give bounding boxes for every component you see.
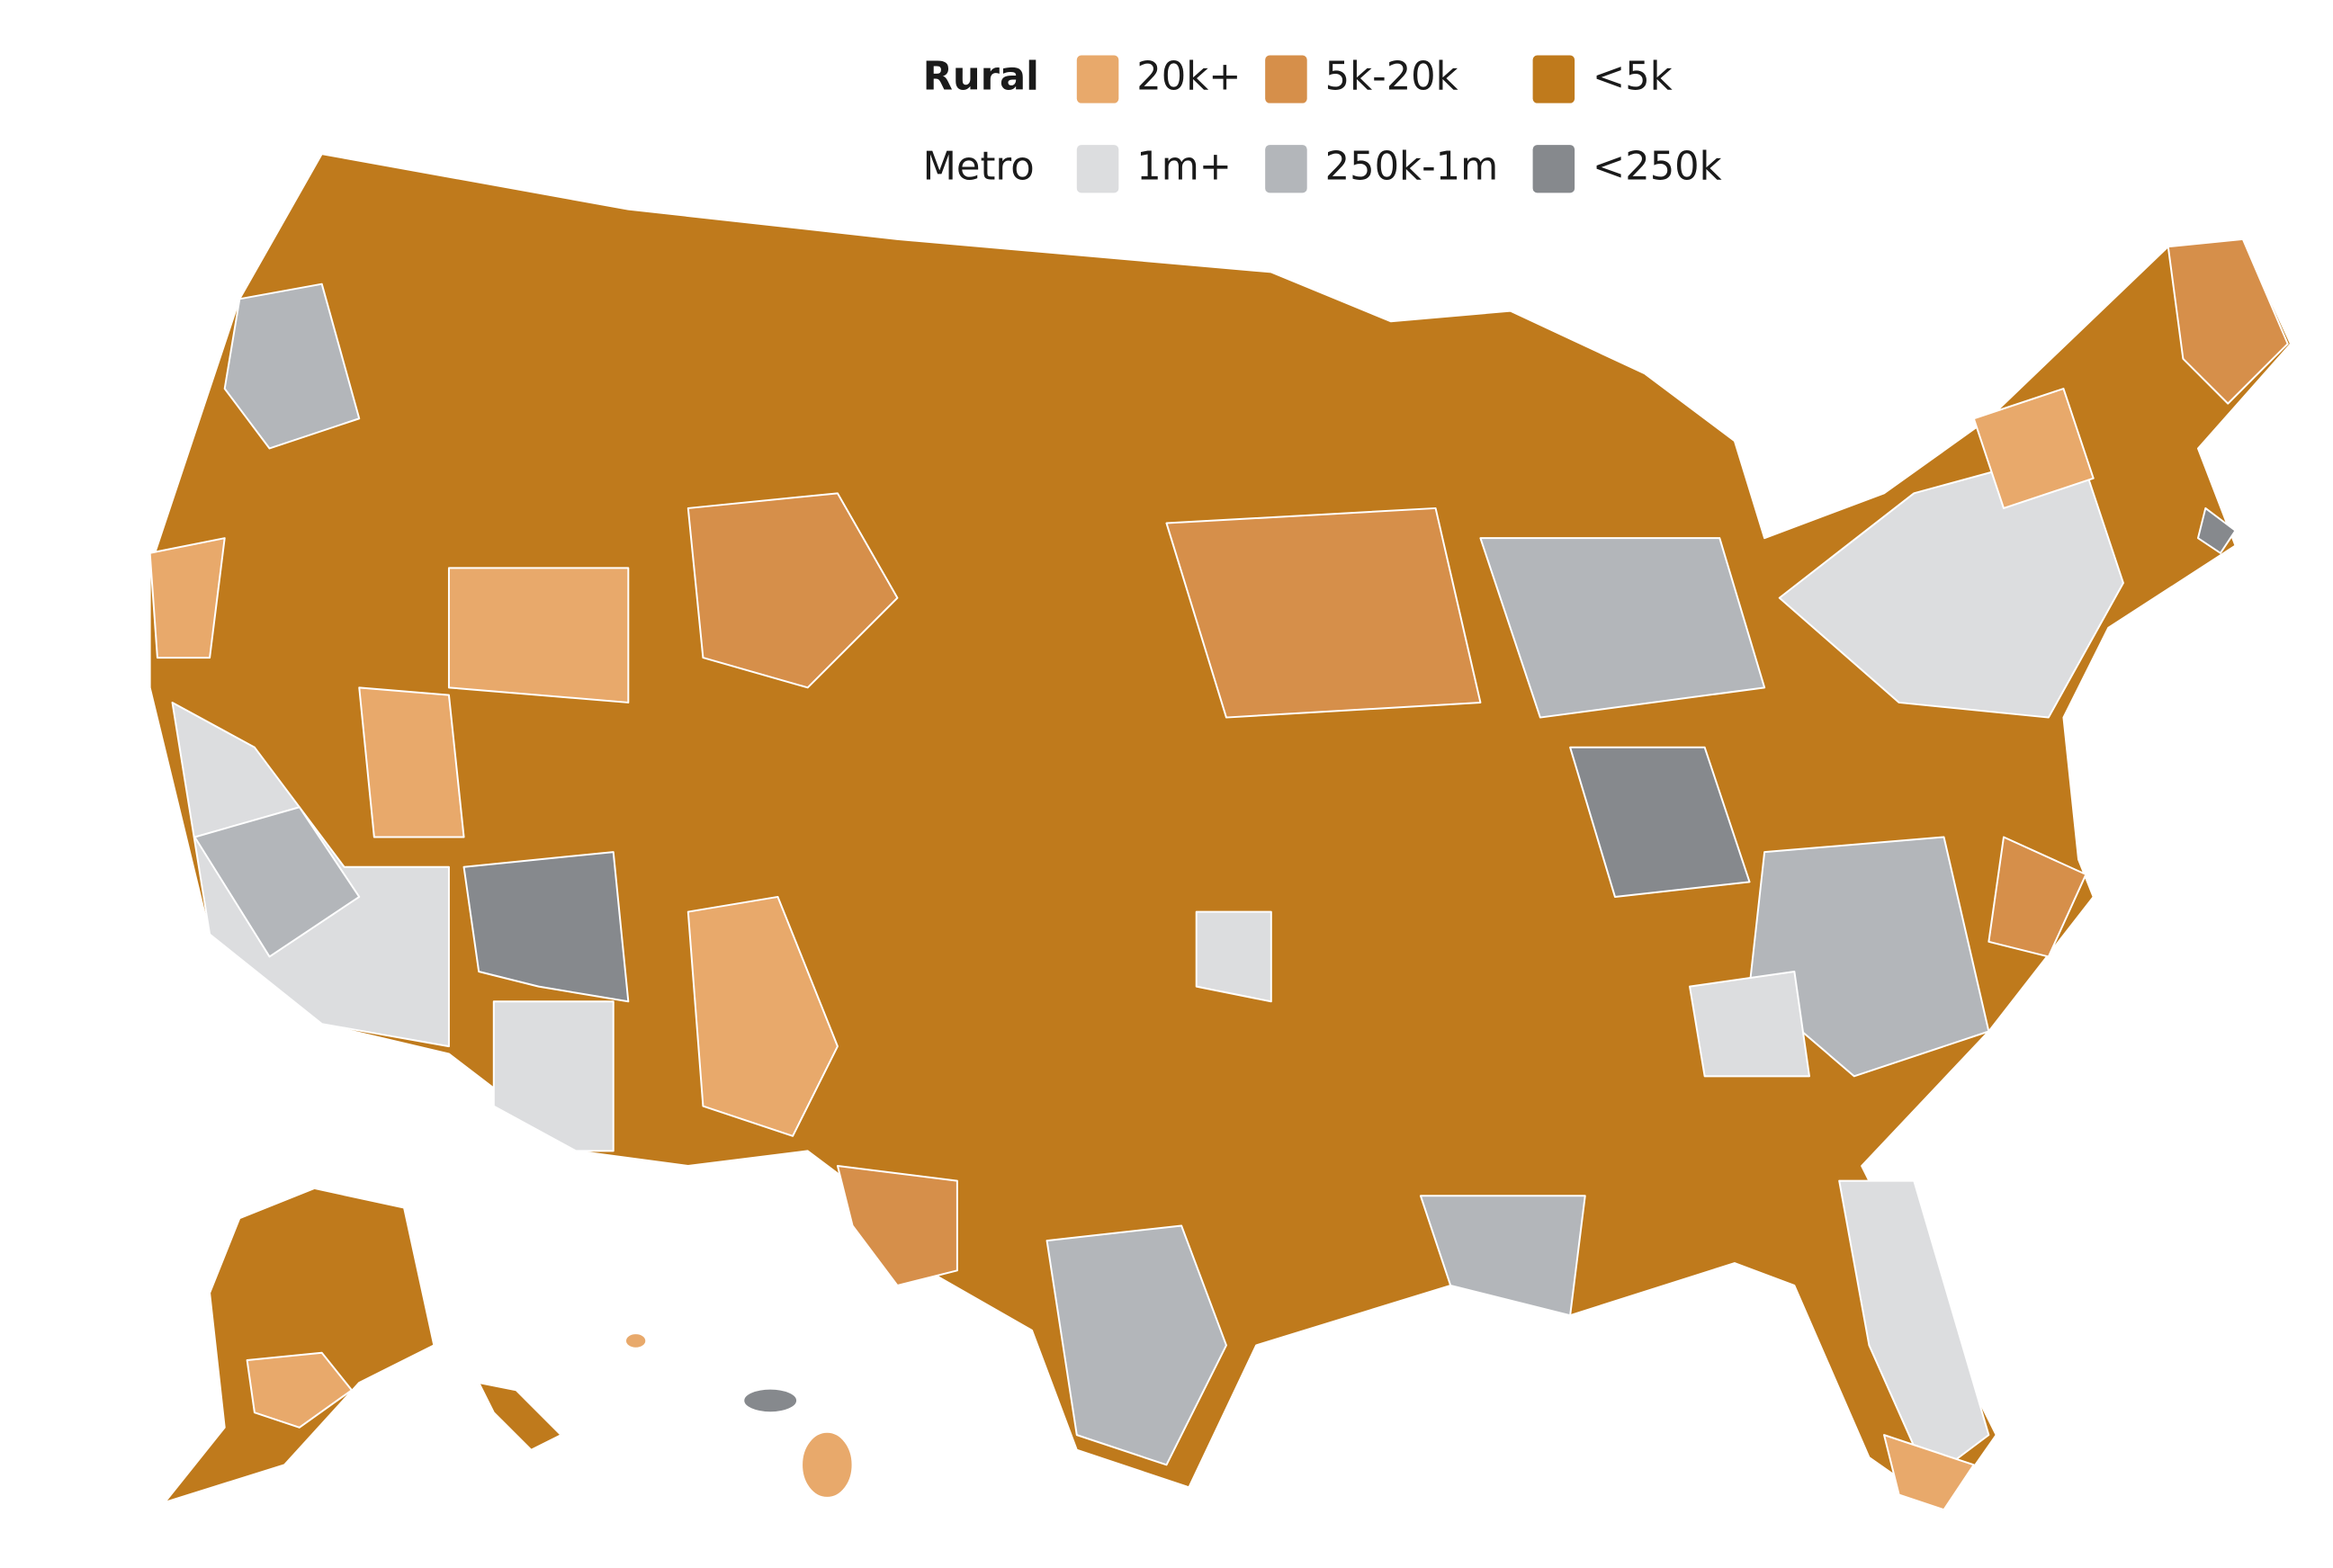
hawaii xyxy=(801,1430,854,1499)
region-patch xyxy=(1778,447,2124,719)
region-patch xyxy=(1569,746,1751,898)
legend-swatch xyxy=(1532,145,1575,193)
region-patch xyxy=(686,895,839,1137)
legend-group-label: Rural xyxy=(923,55,1039,100)
legend-label: <250k xyxy=(1593,144,1722,189)
region-patch xyxy=(246,1351,353,1429)
hawaii xyxy=(624,1332,648,1349)
hawaii xyxy=(742,1387,799,1414)
region-patch xyxy=(686,492,899,689)
legend-label: 250k-1m xyxy=(1325,144,1499,189)
legend-swatch xyxy=(1076,55,1119,103)
region-patch xyxy=(148,537,226,659)
alaska xyxy=(164,1187,435,1503)
legend-label: 20k+ xyxy=(1136,55,1241,100)
legend-swatch xyxy=(1265,145,1307,193)
region-patch xyxy=(836,1165,958,1286)
region-patch xyxy=(223,282,361,450)
region-patch xyxy=(492,1000,615,1152)
region-patch xyxy=(358,686,465,838)
mainland xyxy=(148,153,2293,1511)
region-patch xyxy=(447,567,630,703)
legend: Rural Metro 20k+ 5k-20k <5k 1m+ 250k-1m <250k xyxy=(923,55,1722,193)
legend-label: 1m+ xyxy=(1136,144,1232,189)
land xyxy=(148,153,2293,1511)
legend-group-label: Metro xyxy=(923,144,1035,189)
region-patch xyxy=(1419,1195,1586,1317)
region-patch xyxy=(1689,971,1810,1078)
region-patch xyxy=(1883,1434,1975,1511)
region-patch xyxy=(2167,237,2289,405)
region-patch xyxy=(462,851,630,1003)
legend-label: 5k-20k xyxy=(1325,55,1458,100)
legend-swatch xyxy=(1265,55,1307,103)
region-patch xyxy=(1479,537,1766,719)
region-patch xyxy=(2196,506,2237,554)
alaska-islands xyxy=(478,1381,562,1451)
region-patch xyxy=(1165,506,1482,719)
region-patch xyxy=(1195,910,1272,1003)
region-patch xyxy=(1972,388,2095,509)
region-patch xyxy=(1988,836,2087,958)
region-patch xyxy=(193,806,361,958)
legend-label: <5k xyxy=(1593,55,1673,100)
legend-swatch xyxy=(1076,145,1119,193)
legend-swatch xyxy=(1532,55,1575,103)
region-patch xyxy=(1838,1179,1990,1481)
region-patch xyxy=(1045,1224,1227,1466)
region-patch xyxy=(1748,836,1990,1078)
